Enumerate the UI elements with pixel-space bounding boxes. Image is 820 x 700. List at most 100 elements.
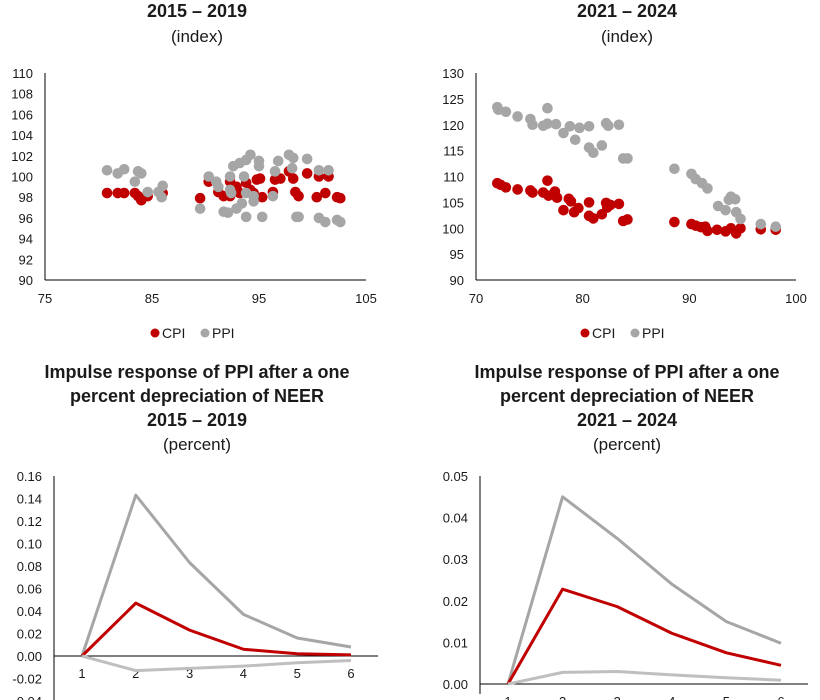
y-tick-label: 0.02 [443,594,468,609]
point-ppi [574,122,585,134]
point-cpi [293,190,304,202]
x-tick-label: 2 [559,694,566,700]
x-tick-label: 4 [240,666,247,681]
point-ppi [118,163,130,175]
point-ppi [735,213,746,225]
y-tick-label: -0.04 [12,694,42,700]
y-tick-label: 0.08 [17,559,42,574]
y-tick-label: 115 [443,144,464,159]
point-ppi [550,118,562,130]
x-tick-label: 105 [355,291,377,306]
chart-3: Impulse response of PPI after a one perce… [12,362,378,700]
y-tick-label: 0.04 [17,604,42,619]
point-ppi [194,203,206,214]
point-ppi [613,119,625,131]
y-tick-label: 90 [19,273,33,288]
chart-subtitle: (percent) [593,435,661,454]
legend-label: CPI [592,325,615,341]
y-tick-label: 100 [442,221,464,236]
point-cpi [558,204,569,216]
legend-label: PPI [212,325,235,341]
point-cpi [118,187,130,199]
y-tick-label: 0.01 [443,635,468,650]
point-ppi [702,183,713,194]
point-ppi [293,211,304,223]
point-ppi [224,171,236,182]
y-tick-label: 0.16 [17,469,42,484]
point-ppi [269,166,281,177]
chart-4: Impulse response of PPI after a one perce… [443,362,808,700]
point-cpi [335,192,346,204]
point-cpi [573,202,584,214]
point-ppi [588,147,599,158]
point-ppi [602,120,614,132]
point-cpi [311,191,323,203]
y-tick-label: 110 [12,66,33,81]
chart-title: Impulse response of PPI after a one [474,362,779,382]
x-tick-label: 3 [614,694,621,700]
point-cpi [613,198,625,210]
point-ppi [272,155,284,167]
x-tick-label: 5 [723,694,730,700]
point-ppi [238,171,250,182]
point-ppi [583,121,595,132]
series-line-irf [80,601,352,658]
point-cpi [101,187,113,199]
x-tick-label: 6 [347,666,354,681]
point-ppi [213,181,224,193]
point-cpi [500,182,512,193]
legend-marker-cpi [580,328,590,338]
point-ppi [301,153,313,165]
point-cpi [287,173,299,184]
point-cpi [702,225,713,237]
chart-title: 2021 – 2024 [577,410,677,430]
point-cpi [194,192,206,204]
y-tick-label: 125 [442,92,464,107]
y-tick-label: 0.00 [443,677,468,692]
y-tick-label: 90 [450,273,464,288]
chart-title: 2021 – 2024 [577,1,677,21]
y-tick-label: 100 [11,170,33,185]
point-ppi [542,118,553,130]
point-cpi [527,187,538,198]
y-tick-label: 98 [19,190,33,205]
chart-title: percent depreciation of NEER [70,386,324,406]
point-cpi [605,199,616,211]
point-cpi [512,184,523,195]
x-tick-label: 75 [38,291,52,306]
point-ppi [142,186,154,198]
x-tick-label: 100 [785,291,807,306]
point-ppi [313,164,325,176]
point-ppi [770,221,782,232]
point-cpi [565,196,577,207]
point-cpi [301,168,313,179]
y-tick-label: 106 [11,107,33,122]
series-line-band-lower [81,654,352,673]
y-tick-label: 96 [19,211,33,226]
x-tick-label: 1 [78,666,85,681]
point-cpi [275,173,286,184]
point-ppi [248,196,259,207]
point-ppi [755,218,767,230]
y-tick-label: 108 [11,87,33,102]
point-cpi [254,173,266,184]
x-tick-label: 3 [186,666,193,681]
x-tick-label: 1 [504,694,511,700]
point-cpi [588,213,599,224]
point-ppi [720,204,731,216]
x-tick-label: 95 [252,291,266,306]
point-ppi [256,211,268,223]
legend-label: CPI [162,325,185,341]
chart-subtitle: (index) [171,27,223,46]
y-tick-label: 0.03 [443,552,468,567]
point-ppi [156,191,167,203]
point-cpi [669,216,680,228]
y-tick-label: 0.10 [17,537,42,552]
chart-title: 2015 – 2019 [147,410,247,430]
legend-marker-ppi [200,328,210,338]
series-line-irf [506,587,782,685]
point-ppi [512,111,523,122]
y-tick-label: 95 [450,247,464,262]
y-tick-label: 0.04 [443,511,468,526]
series-line-band-upper [506,495,782,685]
